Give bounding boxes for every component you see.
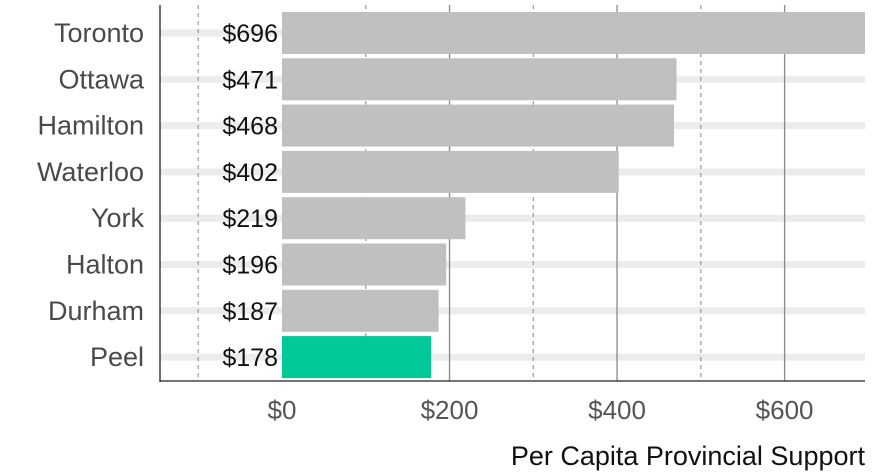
x-tick-label: $600 [756, 395, 814, 425]
x-tick-label: $0 [268, 395, 297, 425]
bar-ottawa [282, 58, 677, 101]
category-label: Halton [66, 250, 144, 280]
bars [282, 12, 865, 379]
bar-york [282, 197, 466, 240]
value-label: $402 [222, 159, 278, 187]
x-axis-title: Per Capita Provincial Support [511, 441, 866, 471]
value-label: $468 [222, 113, 278, 141]
bar-peel [282, 336, 432, 379]
x-tick-label: $200 [421, 395, 479, 425]
bar-hamilton [282, 104, 675, 147]
bar-durham [282, 289, 439, 332]
x-tick-label: $400 [588, 395, 646, 425]
category-label: Toronto [54, 18, 144, 48]
value-label: $196 [222, 252, 278, 280]
value-label: $471 [222, 66, 278, 94]
axes [159, 5, 865, 382]
category-label: Peel [90, 342, 144, 372]
value-label: $178 [222, 344, 278, 372]
value-label: $187 [222, 298, 278, 326]
value-labels: $696 $471 $468 $402 $219 $196 $187 $178 [222, 20, 278, 372]
category-label: Hamilton [37, 111, 144, 141]
bar-waterloo [282, 150, 619, 193]
x-tick-labels: $0 $200 $400 $600 [268, 395, 814, 425]
value-label: $696 [222, 20, 278, 48]
category-label: Ottawa [58, 64, 145, 94]
bar-halton [282, 243, 447, 286]
value-label: $219 [222, 205, 278, 233]
bar-toronto [282, 12, 865, 54]
category-label: Waterloo [37, 157, 144, 187]
category-label: Durham [48, 296, 144, 326]
category-label: York [91, 203, 145, 233]
category-labels: Toronto Ottawa Hamilton Waterloo York Halton D… [37, 18, 145, 372]
